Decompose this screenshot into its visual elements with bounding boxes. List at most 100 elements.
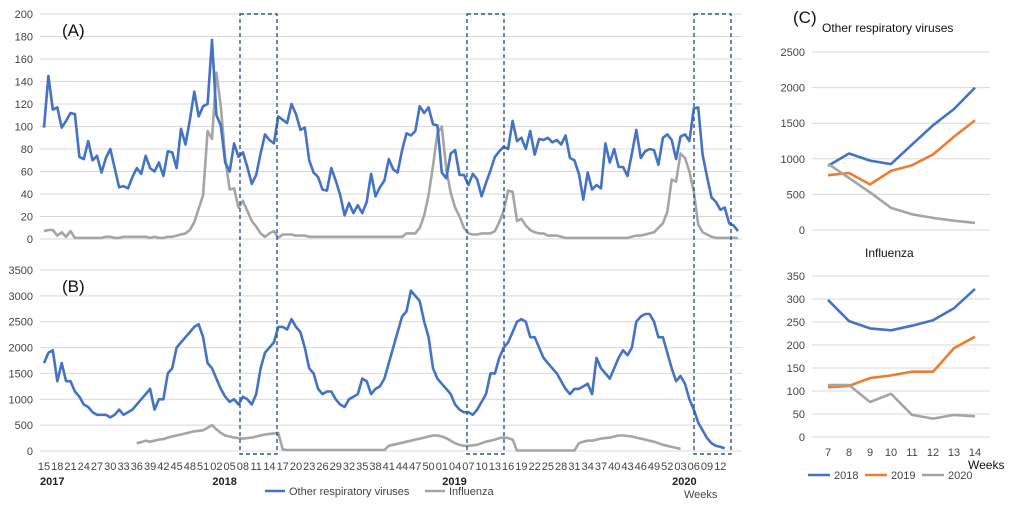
b-xtick-label: 01 [436, 461, 448, 473]
b-xtick-label: 41 [383, 461, 395, 473]
highlight-box [693, 13, 732, 455]
c2-series-2020 [828, 383, 976, 420]
c1-ytick-label: 2000 [781, 83, 805, 95]
b-xtick-label: 21 [64, 461, 76, 473]
b-xtick-label: 27 [91, 461, 103, 473]
b-xtick-label: 05 [224, 461, 236, 473]
b-xtick-label: 25 [542, 461, 554, 473]
b-xtick-label: 09 [701, 461, 713, 473]
b-ytick-label: 500 [15, 420, 33, 432]
legend-ab-label: Influenza [449, 486, 495, 498]
b-xtick-label: 30 [104, 461, 116, 473]
b-xtick-label: 32 [343, 461, 355, 473]
c1-series-2020 [827, 162, 976, 225]
c1-ytick-label: 500 [787, 189, 805, 201]
b-year-label: 2018 [212, 476, 236, 488]
c2-xtick-label: 8 [846, 447, 852, 459]
c1-ytick-label: 2500 [781, 47, 805, 59]
b-xtick-label: 48 [184, 461, 196, 473]
b-panel-label: (B) [62, 277, 85, 296]
b-xtick-label: 44 [396, 461, 408, 473]
b-ytick-label: 2000 [9, 343, 33, 355]
b-xtick-label: 17 [277, 461, 289, 473]
panel-c-other-viruses: 0 500 1000 1500 2000 2500 (C) Other respiratory… [781, 8, 990, 237]
c2-ytick-label: 150 [787, 363, 805, 375]
b-xtick-label: 46 [635, 461, 647, 473]
b-xtick-label: 22 [529, 461, 541, 473]
b-xtick-label: 15 [38, 461, 50, 473]
b-xtick-label: 02 [210, 461, 222, 473]
legend-c-label: 2018 [834, 470, 858, 482]
c1-ytick-label: 0 [799, 225, 805, 237]
b-xtick-label: 28 [555, 461, 567, 473]
c1-ytick-label: 1500 [781, 118, 805, 130]
c2-ytick-label: 0 [799, 432, 805, 444]
c2-ytick-label: 350 [787, 271, 805, 283]
b-ytick-label: 1000 [9, 394, 33, 406]
b-xtick-label: 45 [170, 461, 182, 473]
c2-xtick-label: 9 [867, 447, 873, 459]
a-ytick-label: 80 [21, 144, 33, 156]
c1-series-2019 [827, 119, 976, 186]
c2-ytick-label: 50 [793, 409, 805, 421]
c1-title: Other respiratory viruses [822, 21, 953, 35]
a-ytick-label: 40 [21, 189, 33, 201]
b-xtick-label: 43 [621, 461, 633, 473]
b-xtick-label: 07 [462, 461, 474, 473]
a-series-other-viruses [42, 38, 740, 232]
b-xtick-label: 04 [449, 461, 461, 473]
b-xtick-label: 06 [688, 461, 700, 473]
c2-xtick-label: 13 [948, 447, 960, 459]
b-xtick-label: 13 [489, 461, 501, 473]
c2-ytick-label: 200 [787, 340, 805, 352]
a-ytick-label: 200 [15, 9, 33, 21]
b-series-other-viruses [42, 289, 726, 450]
b-xtick-label: 03 [674, 461, 686, 473]
b-xtick-label: 08 [237, 461, 249, 473]
a-ytick-label: 120 [15, 99, 33, 111]
b-xtick-label: 47 [409, 461, 421, 473]
b-x-axis-label: Weeks [684, 489, 718, 501]
c2-xtick-label: 10 [885, 447, 897, 459]
b-year-label: 2017 [40, 476, 64, 488]
b-xtick-label: 33 [117, 461, 129, 473]
a-ytick-label: 60 [21, 167, 33, 179]
a-ytick-label: 100 [15, 122, 33, 134]
a-ytick-label: 160 [15, 54, 33, 66]
legend-c-label: 2020 [948, 470, 972, 482]
c2-ytick-label: 250 [787, 317, 805, 329]
b-xtick-label: 52 [661, 461, 673, 473]
b-xtick-label: 51 [197, 461, 209, 473]
b-series-influenza [136, 423, 681, 452]
c1-series-2018 [827, 86, 976, 168]
b-xtick-label: 14 [263, 461, 275, 473]
b-xtick-label: 49 [648, 461, 660, 473]
b-xtick-label: 20 [290, 461, 302, 473]
b-xtick-label: 18 [51, 461, 63, 473]
a-ytick-label: 180 [15, 32, 33, 44]
c2-xtick-label: 14 [969, 447, 981, 459]
b-ytick-label: 3000 [9, 291, 33, 303]
b-xtick-label: 50 [422, 461, 434, 473]
a-ytick-label: 140 [15, 77, 33, 89]
b-xtick-label: 36 [131, 461, 143, 473]
c1-ytick-label: 1000 [781, 154, 805, 166]
c2-x-axis-label: Weeks [968, 458, 1004, 472]
b-xtick-label: 19 [515, 461, 527, 473]
b-xtick-label: 34 [582, 461, 594, 473]
c2-title: Influenza [865, 246, 914, 260]
legend-ab: Other respiratory viruses Influenza [265, 486, 495, 498]
b-year-label: 2020 [672, 476, 696, 488]
b-xtick-label: 29 [330, 461, 342, 473]
b-xtick-label: 42 [157, 461, 169, 473]
legend-c-label: 2019 [891, 470, 915, 482]
legend-c: 2018 2019 2020 [808, 470, 972, 482]
legend-ab-label: Other respiratory viruses [289, 486, 410, 498]
a-ytick-label: 20 [21, 212, 33, 224]
b-ytick-label: 3500 [9, 265, 33, 277]
a-ytick-label: 0 [27, 234, 33, 246]
b-xtick-label: 26 [316, 461, 328, 473]
c2-series-2018 [827, 287, 976, 332]
